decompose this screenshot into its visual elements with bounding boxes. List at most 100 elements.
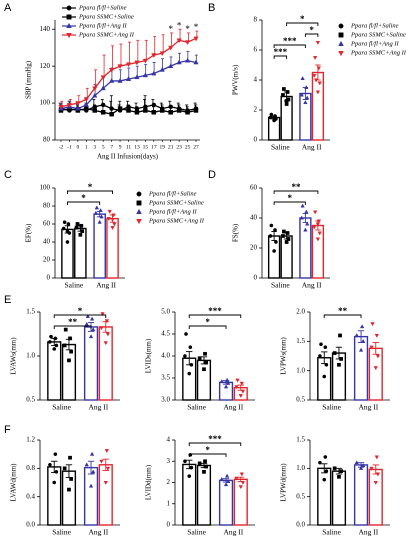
data-point [317,81,322,86]
significance-label: *** [208,434,222,444]
data-point [88,483,94,488]
y-tick-label: 20 [250,244,258,252]
data-point [74,225,79,230]
y-tick-label: 6 [254,46,258,54]
data-point [125,76,132,81]
data-point [300,203,305,208]
data-point [332,466,337,471]
data-point [109,78,115,83]
data-point [183,354,187,358]
data-point [361,463,366,468]
panel-label: B [208,2,215,14]
data-point [92,86,98,92]
data-point [89,451,95,456]
data-point [117,64,123,70]
data-point [234,385,239,390]
data-point [323,345,328,350]
y-axis-label: EF(%) [25,223,33,242]
bar [61,470,77,526]
legend-label: Ppara SSMC+Ang II [78,31,135,38]
annotation: * [168,24,173,34]
data-point [168,45,174,51]
data-point [312,210,318,215]
bar [61,228,74,279]
data-point [317,231,322,236]
data-point [374,333,380,338]
data-point [106,217,111,222]
data-point [299,215,304,220]
data-point [285,90,290,94]
x-tick-label: 17 [151,144,157,150]
y-tick-label: 3 [167,457,171,465]
significance-label: * [205,445,210,455]
y-axis-label: LVPWd(mm) [280,463,288,502]
bar [311,71,325,141]
data-point [203,459,207,464]
data-point [92,108,97,113]
data-point [300,76,305,81]
data-point [159,66,165,72]
bar [218,479,234,526]
data-point [197,461,202,466]
significance-label: ** [292,182,302,192]
y-tick-label: 3.0 [161,396,170,404]
x-tick-label: Saline [322,403,341,412]
legend-marker [66,5,72,11]
data-point [183,459,187,464]
data-point [189,465,194,470]
panel-label: A [4,2,12,14]
panel-label: D [208,169,216,181]
y-tick-label: 60 [250,184,258,192]
data-point [142,72,148,78]
data-point [61,226,66,231]
data-point [193,36,199,42]
data-point [193,108,199,113]
bar [317,357,332,401]
data-point [184,332,188,336]
data-point [107,209,112,214]
data-point [282,229,286,234]
data-point [337,474,341,479]
y-tick-label: 1 [167,499,171,507]
data-point [99,326,104,331]
data-point [53,452,58,457]
x-tick-label: Ang II [224,403,244,412]
x-tick-label: 15 [143,144,149,150]
y-tick-label: 140 [40,25,51,33]
data-point [91,469,96,474]
data-point [185,110,190,115]
significance-bracket [188,442,242,446]
data-point [117,106,123,111]
bar [61,343,77,401]
data-point [224,473,230,478]
y-tick-label: 8 [254,16,258,24]
y-tick-label: 80 [43,202,51,210]
x-tick-label: Saline [187,403,206,412]
data-point [48,462,52,467]
bar [299,217,312,279]
data-point [110,226,115,231]
data-point [324,469,329,474]
data-point [100,75,106,81]
data-point [202,367,206,372]
significance-bracket [273,190,319,194]
data-point [88,334,94,339]
significance-label: * [309,25,314,35]
data-point [354,333,359,337]
data-point [66,103,73,108]
data-point [240,480,246,485]
data-point [85,313,90,318]
y-tick-label: 1.2 [26,436,35,444]
significance-label: * [81,193,86,203]
x-tick-label: -1 [67,144,72,150]
bar [317,467,332,526]
data-point [315,40,321,45]
y-axis-label: LVIDs(mm) [145,338,153,373]
data-point [105,332,111,337]
data-point [281,234,285,238]
data-point [134,60,140,66]
x-tick-label: Ang II [302,143,322,152]
data-point [313,78,319,83]
y-tick-label: 4 [167,436,171,444]
significance-bracket [188,453,227,457]
